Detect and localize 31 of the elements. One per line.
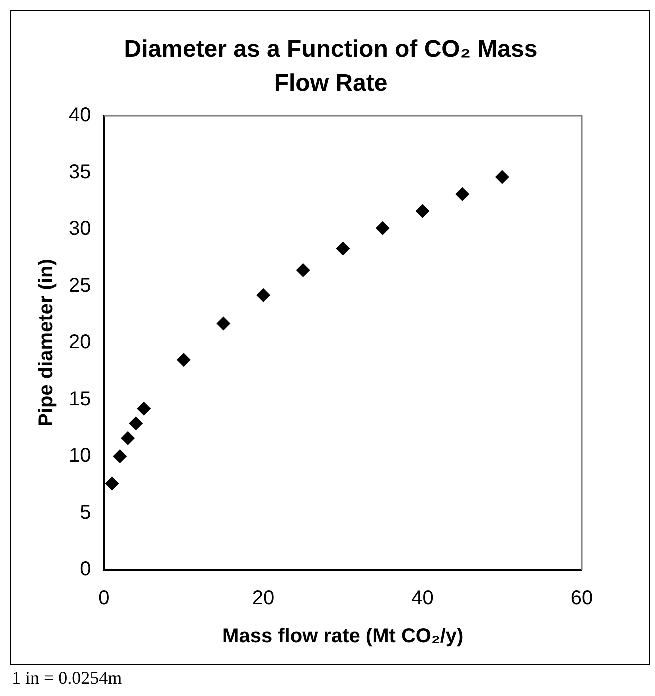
x-tick-label: 0 <box>98 588 110 610</box>
y-tick-label: 25 <box>68 274 92 297</box>
point <box>296 263 310 278</box>
y-tick-label: 30 <box>68 218 92 240</box>
y-tick-label: 0 <box>80 558 92 581</box>
point <box>137 402 152 416</box>
point <box>113 450 128 464</box>
point <box>216 316 231 331</box>
point <box>336 242 350 256</box>
y-axis-title: Pipe diameter (in) <box>36 259 58 427</box>
y-tick-label: 10 <box>68 445 92 468</box>
x-axis-title: Mass flow rate (Mt CO₂/y) <box>222 626 464 648</box>
text: 1 in = 0.0254m <box>12 668 122 689</box>
point <box>176 353 191 368</box>
y-tick-label: 35 <box>68 161 92 184</box>
x-tick-label: 40 <box>412 588 434 610</box>
chart-title: Diameter as a Function of CO₂ Mass Flow Rate <box>123 35 539 99</box>
point <box>121 431 136 446</box>
point <box>129 416 144 431</box>
point <box>256 288 270 302</box>
point <box>105 476 120 491</box>
point <box>456 187 470 202</box>
point <box>376 221 390 236</box>
x-tick-label: 60 <box>570 588 594 610</box>
y-tick-label: 15 <box>68 388 92 410</box>
point <box>495 170 510 184</box>
y-tick-label: 5 <box>80 502 92 524</box>
point <box>416 204 430 218</box>
y-tick-label: 40 <box>68 104 92 127</box>
x-tick-label: 20 <box>252 588 275 610</box>
y-tick-label: 20 <box>68 332 92 354</box>
